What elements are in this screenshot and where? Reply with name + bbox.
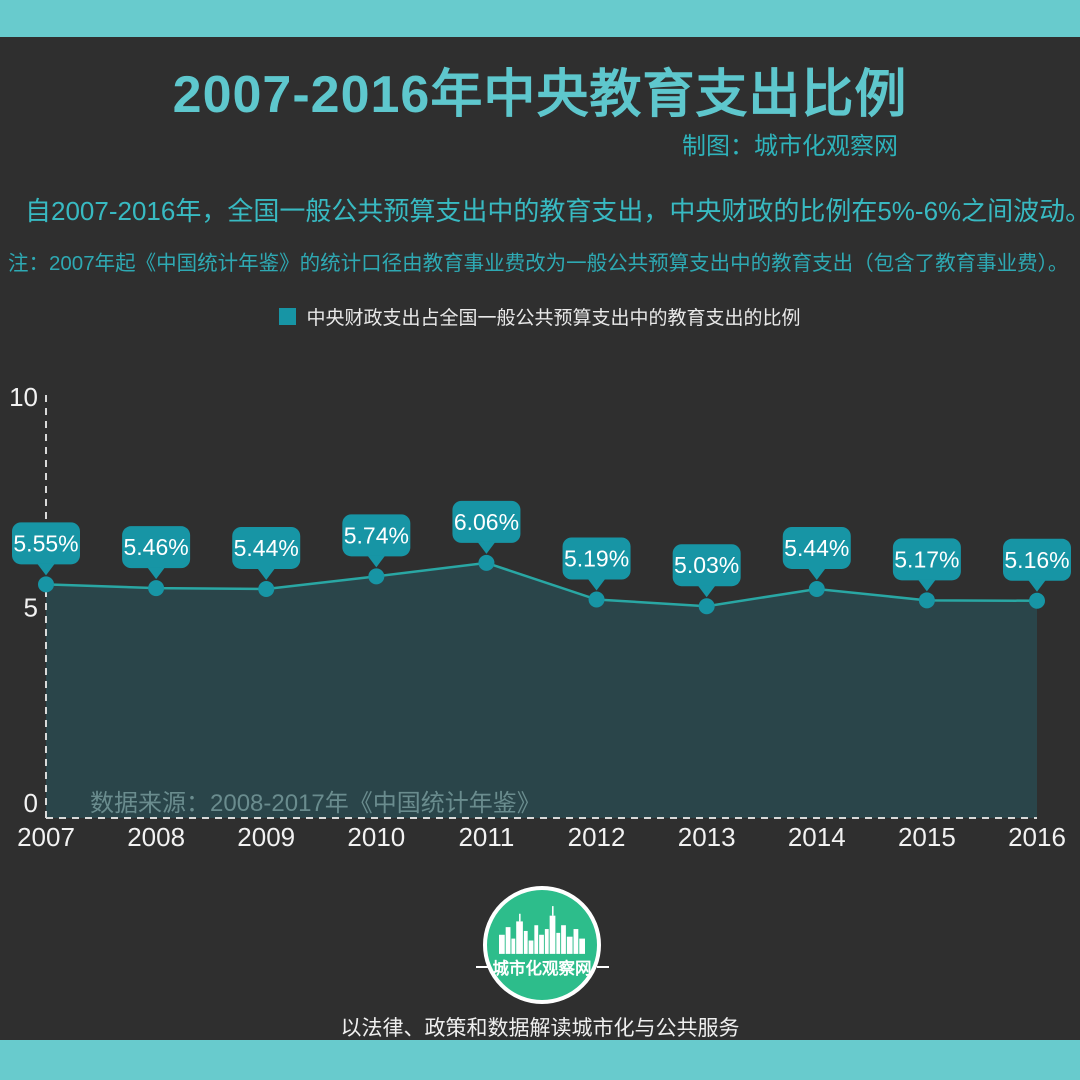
value-bubble	[12, 522, 80, 565]
value-bubble-pointer	[917, 579, 936, 592]
x-tick-label: 2007	[17, 822, 75, 852]
value-bubble	[232, 526, 301, 569]
value-bubble	[1003, 538, 1071, 581]
data-point	[698, 598, 715, 615]
series-line	[45, 561, 1038, 608]
x-tick-label: 2010	[347, 822, 405, 852]
value-label: 5.19%	[564, 546, 629, 572]
intro-summary: 自2007-2016年，全国一般公共预算支出中的教育支出，中央财政的比例在5%-…	[25, 196, 1080, 226]
value-label: 6.06%	[454, 509, 519, 535]
x-tick-label: 2011	[458, 822, 514, 852]
value-bubble-pointer	[147, 567, 166, 580]
value-bubble	[562, 537, 631, 580]
x-tick-label: 2016	[1008, 822, 1066, 852]
series-area-fill	[46, 562, 1037, 818]
value-bubble	[122, 526, 191, 569]
value-label: 5.16%	[1004, 547, 1069, 573]
value-bubble-pointer	[367, 555, 386, 568]
x-tick-label: 2008	[127, 822, 185, 852]
value-label: 5.17%	[894, 546, 959, 572]
data-point	[918, 592, 935, 609]
data-point	[368, 568, 385, 585]
page-title: 2007-2016年中央教育支出比例	[172, 66, 908, 124]
value-label: 5.46%	[124, 534, 189, 560]
site-tagline: 以法律、政策和数据解读城市化与公共服务	[340, 1017, 740, 1040]
value-bubble	[342, 514, 411, 557]
data-point	[478, 554, 495, 571]
value-bubble-pointer	[477, 541, 496, 554]
intro-note: 注：2007年起《中国统计年鉴》的统计口径由教育事业费改为一般公共预算支出中的教…	[8, 252, 1069, 275]
bottom-accent-band	[0, 1040, 1080, 1080]
legend-color-swatch-icon	[279, 308, 297, 325]
value-bubble-pointer	[257, 567, 276, 580]
logo-left-dash	[475, 966, 488, 968]
y-tick-label: 0	[24, 788, 38, 818]
data-point	[258, 580, 275, 597]
value-label: 5.03%	[674, 552, 739, 578]
city-skyline-icon	[499, 906, 585, 954]
y-tick-label: 5	[24, 593, 38, 623]
value-label: 5.44%	[784, 535, 849, 561]
logo-name: 城市化观察网	[492, 960, 592, 978]
chart-legend: 中央财政支出占全国一般公共预算支出中的教育支出的比例	[0, 303, 1080, 330]
x-tick-label: 2015	[898, 822, 956, 852]
chart-credit: 制图：城市化观察网	[682, 133, 898, 160]
value-label: 5.55%	[13, 530, 78, 556]
value-label: 5.74%	[344, 522, 409, 548]
value-label: 5.44%	[234, 535, 299, 561]
y-tick-label: 10	[9, 382, 38, 412]
data-point	[588, 591, 605, 608]
education-share-area-chart: 数据来源：2008-2017年《中国统计年鉴》 0 5 10 2007 2008 2009 2…	[9, 382, 1071, 852]
value-bubble	[672, 544, 741, 587]
x-tick-label: 2009	[237, 822, 295, 852]
data-point	[38, 576, 54, 593]
data-point	[148, 580, 165, 597]
legend-label: 中央财政支出占全国一般公共预算支出中的教育支出的比例	[306, 308, 801, 329]
value-bubble	[892, 538, 961, 581]
value-bubble-pointer	[697, 585, 716, 598]
data-point	[1029, 592, 1045, 609]
value-bubble	[782, 526, 851, 569]
top-accent-band	[0, 0, 1080, 37]
data-point	[808, 580, 825, 597]
value-bubble-pointer	[587, 578, 606, 591]
value-bubble-pointer	[807, 567, 826, 580]
logo-right-dash	[596, 966, 609, 968]
x-tick-label: 2012	[568, 822, 626, 852]
value-bubble	[452, 500, 521, 543]
site-logo: 城市化观察网	[475, 886, 609, 1004]
x-tick-label: 2013	[678, 822, 736, 852]
data-source-caption: 数据来源：2008-2017年《中国统计年鉴》	[90, 790, 541, 817]
value-bubble-pointer	[37, 563, 55, 576]
x-tick-label: 2014	[788, 822, 846, 852]
value-bubble-pointer	[1028, 579, 1046, 592]
